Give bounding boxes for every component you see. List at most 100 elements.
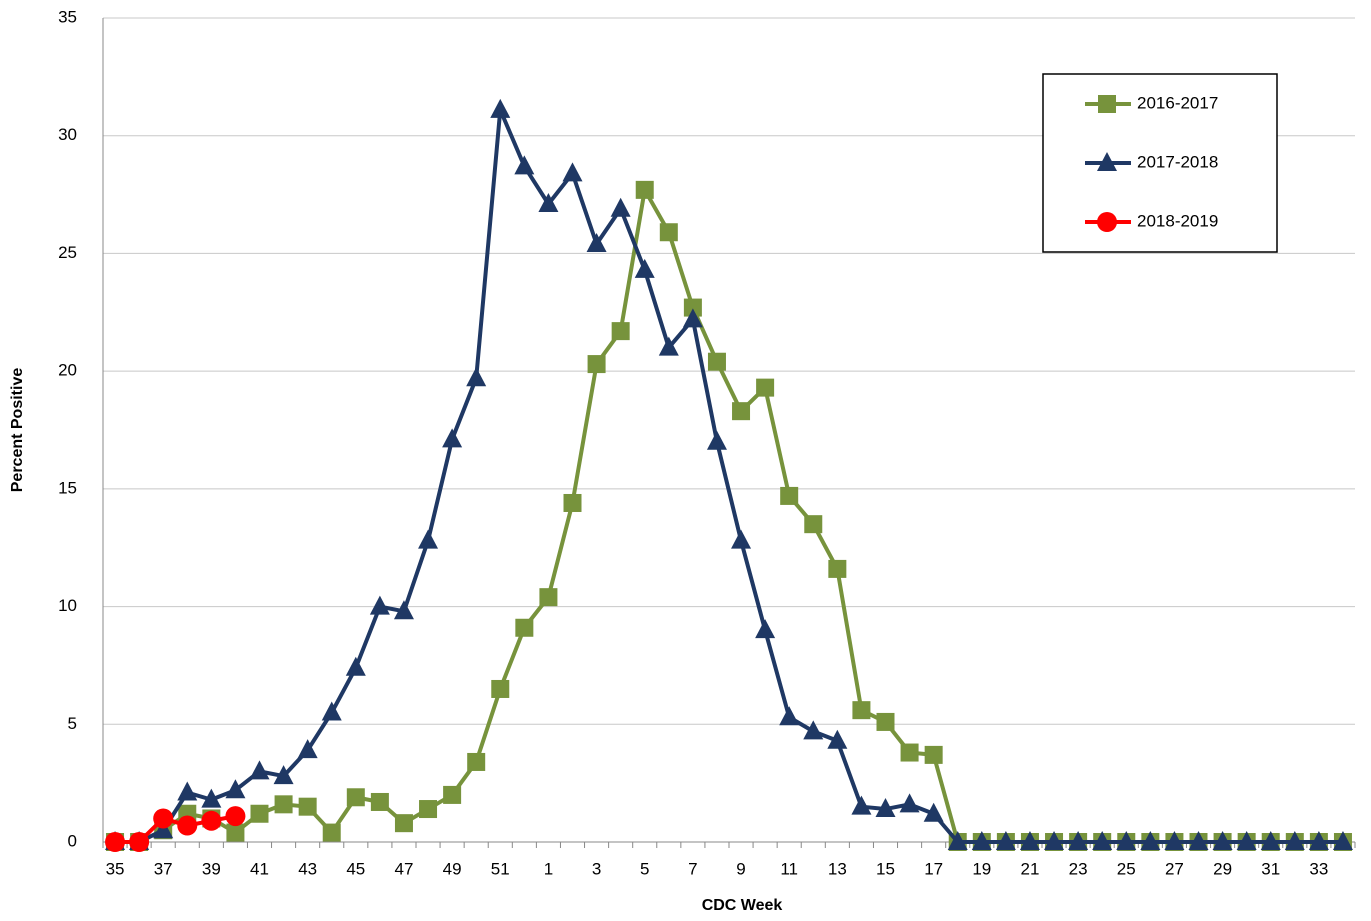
marker [803,720,824,740]
marker [466,367,487,387]
x-tick-label: 35 [106,859,125,878]
x-tick-label: 13 [828,859,847,878]
marker [153,808,174,829]
marker [345,656,366,676]
marker [514,155,535,175]
y-tick-label: 10 [58,596,77,615]
marker [419,800,438,819]
marker [443,785,462,804]
marker [1284,831,1305,850]
marker [682,308,703,328]
marker [490,98,511,118]
marker [442,428,463,448]
marker [610,197,631,217]
x-tick-label: 19 [972,859,991,878]
marker [369,595,390,615]
marker [634,258,655,278]
marker [225,779,246,799]
x-tick-label: 7 [688,859,697,878]
x-tick-label: 51 [491,859,510,878]
x-tick-label: 41 [250,859,269,878]
marker [1116,831,1137,850]
marker [250,804,269,823]
marker [1097,152,1117,171]
marker [1019,831,1040,850]
marker [1140,831,1161,850]
marker [947,831,968,850]
marker [153,819,174,839]
marker [226,823,245,842]
marker [418,529,439,549]
marker [900,743,919,762]
marker [876,712,895,731]
marker [1068,831,1089,850]
marker [706,430,727,450]
y-tick-label: 0 [68,831,77,850]
marker [322,823,341,842]
marker [780,486,799,505]
x-tick-label: 27 [1165,859,1184,878]
x-tick-label: 9 [736,859,745,878]
marker [370,792,389,811]
y-tick-label: 5 [68,714,77,733]
marker [177,781,198,801]
y-tick-label: 15 [58,478,77,497]
x-tick-label: 47 [395,859,414,878]
marker [658,336,679,356]
marker [297,739,318,759]
y-tick-label: 25 [58,243,77,262]
marker [321,701,342,721]
marker [707,352,726,371]
y-axis-title: Percent Positive [9,368,26,493]
marker [1098,95,1116,113]
marker [201,788,222,808]
x-tick-label: 39 [202,859,221,878]
marker [852,701,871,720]
x-tick-label: 43 [298,859,317,878]
marker [924,745,943,764]
marker [298,797,317,816]
marker [1044,831,1065,850]
marker [129,832,150,852]
marker [899,793,920,813]
x-tick-label: 15 [876,859,895,878]
marker [346,788,365,807]
marker [1332,831,1353,850]
x-tick-label: 1 [544,859,553,878]
marker [804,515,823,534]
marker [274,795,293,814]
marker [731,529,752,549]
marker [851,795,872,815]
marker [995,831,1016,850]
y-tick-label: 20 [58,361,77,380]
marker [249,760,270,780]
legend-label: 2017-2018 [1137,152,1218,171]
marker [827,729,848,749]
marker [611,322,630,341]
x-tick-label: 23 [1069,859,1088,878]
marker [923,802,944,822]
marker [587,355,606,374]
legend-label: 2018-2019 [1137,211,1218,230]
series-line [115,107,1343,844]
marker [467,752,486,771]
marker [828,559,847,578]
marker [875,798,896,818]
marker [756,378,775,397]
marker [635,180,654,199]
marker [273,765,294,785]
x-tick-label: 5 [640,859,649,878]
marker [1260,831,1281,850]
marker [1092,831,1113,850]
marker [1236,831,1257,850]
marker [563,493,582,512]
marker [755,619,776,639]
x-tick-label: 49 [443,859,462,878]
marker [732,402,751,421]
x-tick-label: 25 [1117,859,1136,878]
x-tick-label: 29 [1213,859,1232,878]
marker [562,162,583,182]
marker [515,618,534,637]
x-tick-label: 37 [154,859,173,878]
